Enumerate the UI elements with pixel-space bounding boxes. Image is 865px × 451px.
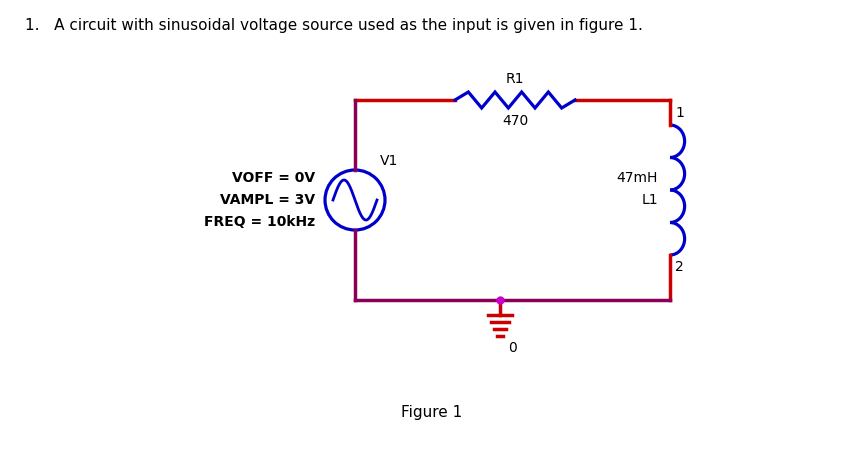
Text: 1.   A circuit with sinusoidal voltage source used as the input is given in figu: 1. A circuit with sinusoidal voltage sou…	[25, 18, 643, 33]
Text: FREQ = 10kHz: FREQ = 10kHz	[204, 215, 315, 229]
Text: VAMPL = 3V: VAMPL = 3V	[220, 193, 315, 207]
Text: Figure 1: Figure 1	[401, 405, 463, 420]
Text: 1: 1	[675, 106, 684, 120]
Text: VOFF = 0V: VOFF = 0V	[232, 171, 315, 185]
Text: L1: L1	[641, 193, 658, 207]
Text: 2: 2	[675, 260, 683, 274]
Text: V1: V1	[380, 154, 399, 168]
Text: 47mH: 47mH	[617, 171, 658, 185]
Text: 470: 470	[502, 114, 529, 128]
Text: 0: 0	[508, 341, 516, 355]
Text: R1: R1	[506, 72, 524, 86]
